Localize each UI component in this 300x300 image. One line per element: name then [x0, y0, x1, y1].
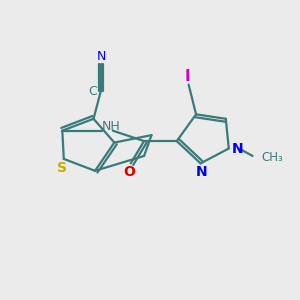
Text: O: O — [123, 165, 135, 179]
Text: I: I — [184, 69, 190, 84]
Text: S: S — [57, 161, 67, 176]
Text: N: N — [196, 165, 208, 179]
Text: N: N — [96, 50, 106, 63]
Text: CH₃: CH₃ — [262, 151, 283, 164]
Text: C: C — [88, 85, 97, 98]
Text: N: N — [232, 142, 244, 155]
Text: NH: NH — [102, 120, 121, 133]
